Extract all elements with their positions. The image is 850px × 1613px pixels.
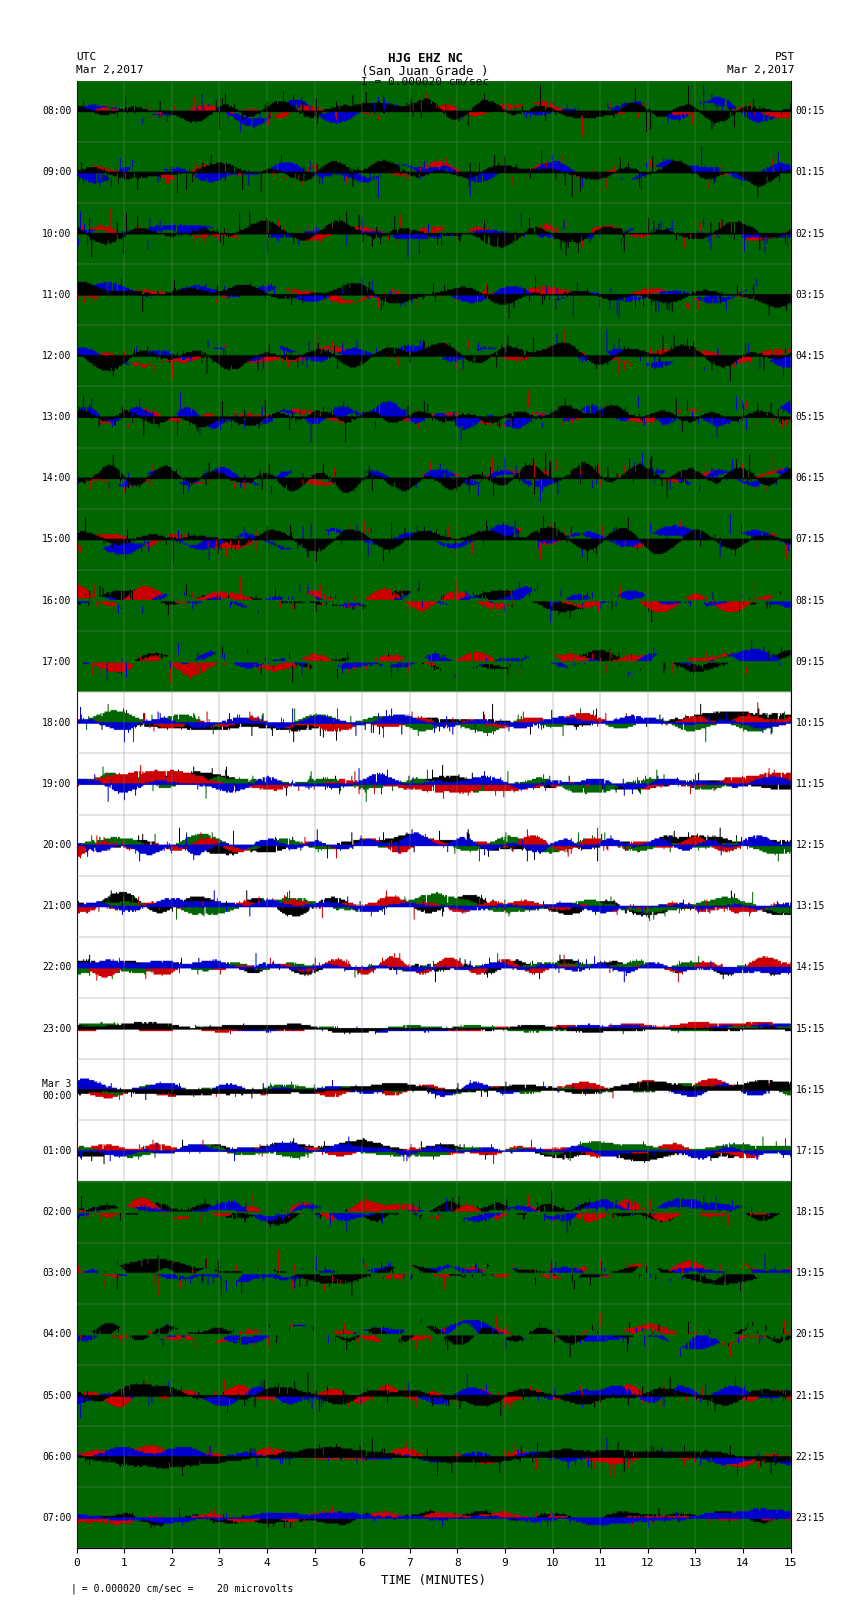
Text: I = 0.000020 cm/sec: I = 0.000020 cm/sec — [361, 77, 489, 87]
Text: Mar 2,2017: Mar 2,2017 — [728, 65, 795, 74]
Text: = 0.000020 cm/sec =    20 microvolts: = 0.000020 cm/sec = 20 microvolts — [76, 1584, 294, 1594]
Text: |: | — [71, 1582, 76, 1594]
Text: Mar 2,2017: Mar 2,2017 — [76, 65, 144, 74]
Text: PST: PST — [774, 52, 795, 61]
Text: UTC: UTC — [76, 52, 97, 61]
Text: HJG EHZ NC: HJG EHZ NC — [388, 52, 462, 65]
Text: (San Juan Grade ): (San Juan Grade ) — [361, 65, 489, 77]
X-axis label: TIME (MINUTES): TIME (MINUTES) — [381, 1574, 486, 1587]
